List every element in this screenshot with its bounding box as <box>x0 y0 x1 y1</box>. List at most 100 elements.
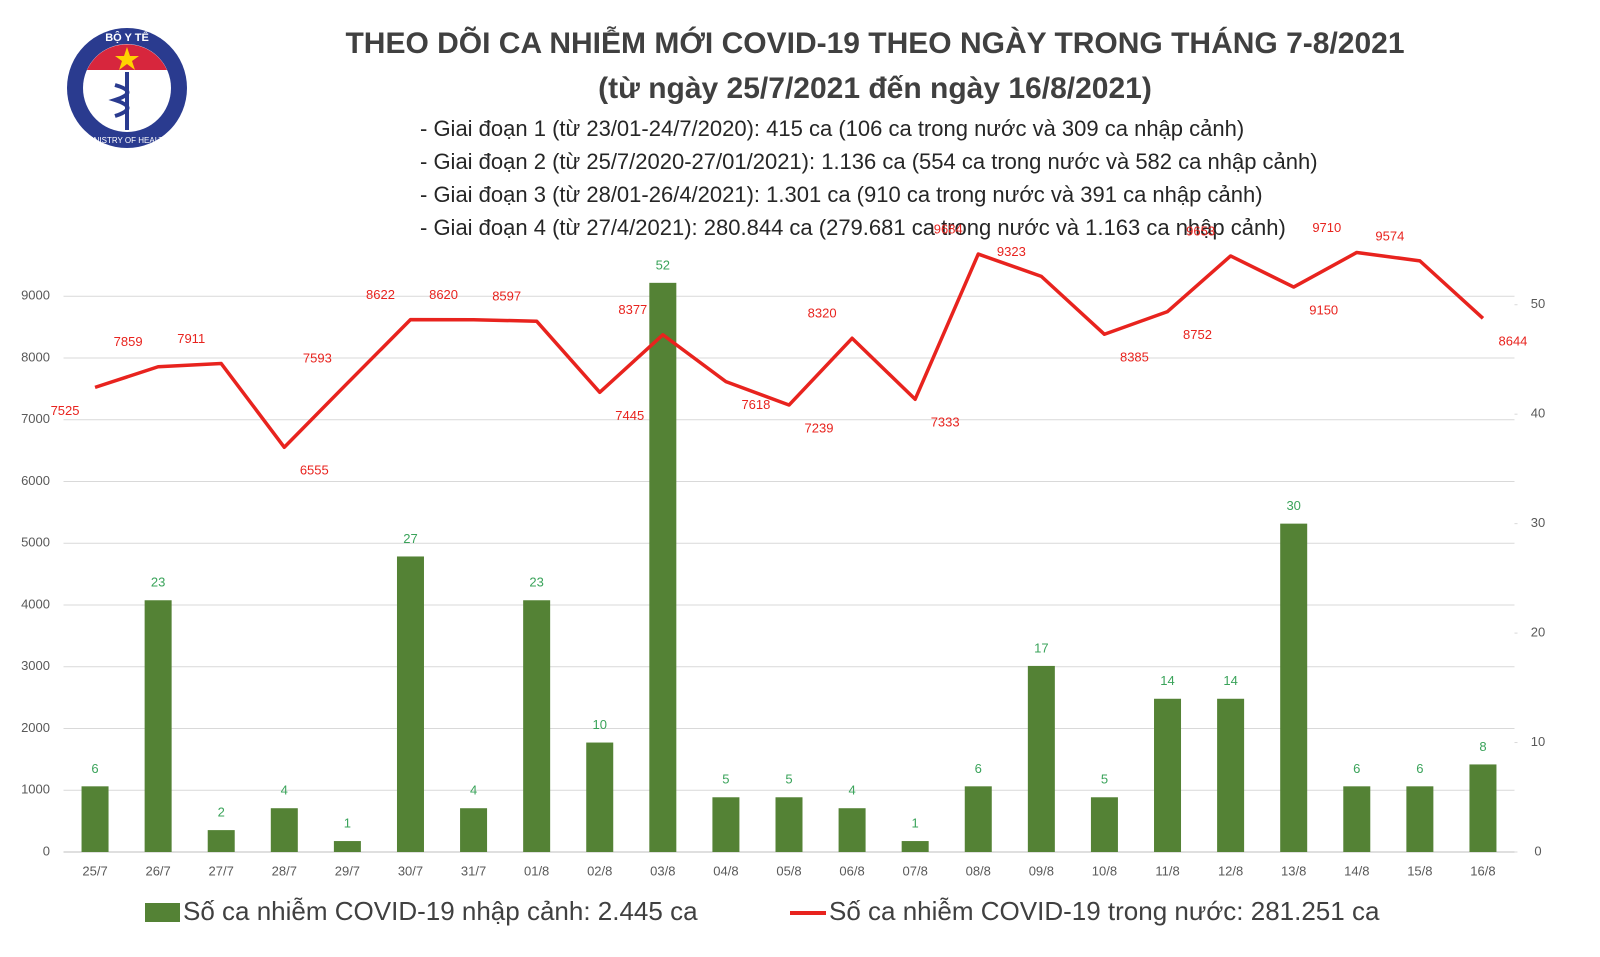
x-tick-label: 11/8 <box>1155 863 1179 878</box>
annotation: - Giai đoạn 1 (từ 23/01-24/7/2020): 415 … <box>420 116 1244 141</box>
annotation: - Giai đoạn 4 (từ 27/4/2021): 280.844 ca… <box>420 215 1286 240</box>
chart-title: THEO DÕI CA NHIỄM MỚI COVID-19 THEO NGÀY… <box>345 26 1404 60</box>
bar-label: 8 <box>1479 739 1486 754</box>
bar <box>775 797 803 852</box>
bar <box>649 282 677 852</box>
bar-label: 1 <box>912 815 919 830</box>
y2-tick-label: 10 <box>1531 734 1545 749</box>
y2-tick-label: 20 <box>1531 625 1545 640</box>
bar-label: 4 <box>470 783 477 798</box>
x-tick-label: 14/8 <box>1344 863 1369 878</box>
bar-label: 23 <box>151 575 165 590</box>
line-label: 8622 <box>366 287 395 302</box>
y-tick-label: 5000 <box>21 535 50 550</box>
x-tick-label: 28/7 <box>272 863 297 878</box>
y-tick-label: 3000 <box>21 658 50 673</box>
line-label: 6555 <box>300 463 329 478</box>
bar-label: 52 <box>656 257 670 272</box>
line-label: 8377 <box>618 302 647 317</box>
bar-label: 17 <box>1034 640 1048 655</box>
line-label: 7525 <box>51 403 80 418</box>
bar <box>144 600 172 852</box>
bar-label: 4 <box>848 783 855 798</box>
x-tick-label: 13/8 <box>1281 863 1306 878</box>
line-label: 9684 <box>934 222 963 237</box>
legend-label: Số ca nhiễm COVID-19 trong nước: 281.251… <box>829 896 1380 926</box>
line-label: 7333 <box>931 415 960 430</box>
bar <box>1090 797 1118 852</box>
y-tick-label: 4000 <box>21 596 50 611</box>
annotation: - Giai đoạn 3 (từ 28/01-26/4/2021): 1.30… <box>420 182 1263 207</box>
bar <box>1217 698 1245 852</box>
bar-label: 6 <box>91 761 98 776</box>
x-tick-label: 04/8 <box>713 863 738 878</box>
line-label: 7911 <box>177 331 205 346</box>
bar-label: 6 <box>1353 761 1360 776</box>
logo-top: BỘ Y TẾ <box>105 31 149 44</box>
x-tick-label: 15/8 <box>1407 863 1432 878</box>
logo-bottom: MINISTRY OF HEALTH <box>85 136 170 145</box>
x-tick-label: 05/8 <box>776 863 801 878</box>
line-label: 9710 <box>1312 220 1341 235</box>
y-tick-label: 7000 <box>21 411 50 426</box>
x-tick-label: 31/7 <box>461 863 486 878</box>
chart-subtitle: (từ ngày 25/7/2021 đến ngày 16/8/2021) <box>598 72 1152 105</box>
bar-label: 1 <box>344 815 351 830</box>
bar <box>396 556 424 852</box>
bar <box>1027 665 1055 852</box>
line-label: 7618 <box>741 397 770 412</box>
bar-label: 4 <box>281 783 288 798</box>
bar <box>712 797 740 852</box>
bar-label: 6 <box>975 761 982 776</box>
x-tick-label: 16/8 <box>1470 863 1495 878</box>
line-label: 9150 <box>1309 302 1338 317</box>
bar-label: 10 <box>593 717 607 732</box>
line-label: 9574 <box>1375 228 1404 243</box>
bar-label: 14 <box>1160 673 1174 688</box>
x-tick-label: 02/8 <box>587 863 612 878</box>
bar <box>270 808 298 852</box>
logo-star <box>115 47 139 70</box>
x-tick-label: 10/8 <box>1092 863 1117 878</box>
line-label: 7593 <box>303 351 332 366</box>
bar-label: 5 <box>1101 772 1108 787</box>
bar-label: 5 <box>722 772 729 787</box>
bar <box>333 841 361 852</box>
x-tick-label: 12/8 <box>1218 863 1243 878</box>
bar <box>81 786 109 852</box>
logo-staff <box>108 72 130 130</box>
bar <box>460 808 488 852</box>
x-tick-label: 03/8 <box>650 863 675 878</box>
legend-swatch <box>145 903 180 922</box>
line-label: 8597 <box>492 289 521 304</box>
x-tick-label: 09/8 <box>1029 863 1054 878</box>
y-tick-label: 1000 <box>21 782 50 797</box>
x-tick-label: 01/8 <box>524 863 549 878</box>
line-label: 9323 <box>997 244 1026 259</box>
line-label: 7859 <box>114 334 143 349</box>
x-tick-label: 27/7 <box>209 863 234 878</box>
y2-tick-label: 30 <box>1531 515 1545 530</box>
x-tick-label: 08/8 <box>966 863 991 878</box>
legend-label: Số ca nhiễm COVID-19 nhập cảnh: 2.445 ca <box>183 896 698 926</box>
bar <box>207 830 235 852</box>
x-tick-label: 07/8 <box>903 863 928 878</box>
bar <box>964 786 992 852</box>
bar-label: 5 <box>785 772 792 787</box>
bar <box>901 841 929 852</box>
bar <box>1343 786 1371 852</box>
logo: BỘ Y TẾ MINISTRY OF HEALTH <box>67 28 187 148</box>
bar-label: 6 <box>1416 761 1423 776</box>
bar <box>586 742 614 852</box>
line-label: 8385 <box>1120 350 1149 365</box>
y2-tick-label: 40 <box>1531 406 1545 421</box>
y-tick-label: 8000 <box>21 349 50 364</box>
bar-label: 30 <box>1286 498 1300 513</box>
bar <box>1406 786 1434 852</box>
line-label: 7445 <box>615 408 644 423</box>
y2-tick-label: 50 <box>1531 296 1545 311</box>
line-label: 9653 <box>1186 223 1215 238</box>
y-tick-label: 9000 <box>21 288 50 303</box>
line-label: 8620 <box>429 287 458 302</box>
